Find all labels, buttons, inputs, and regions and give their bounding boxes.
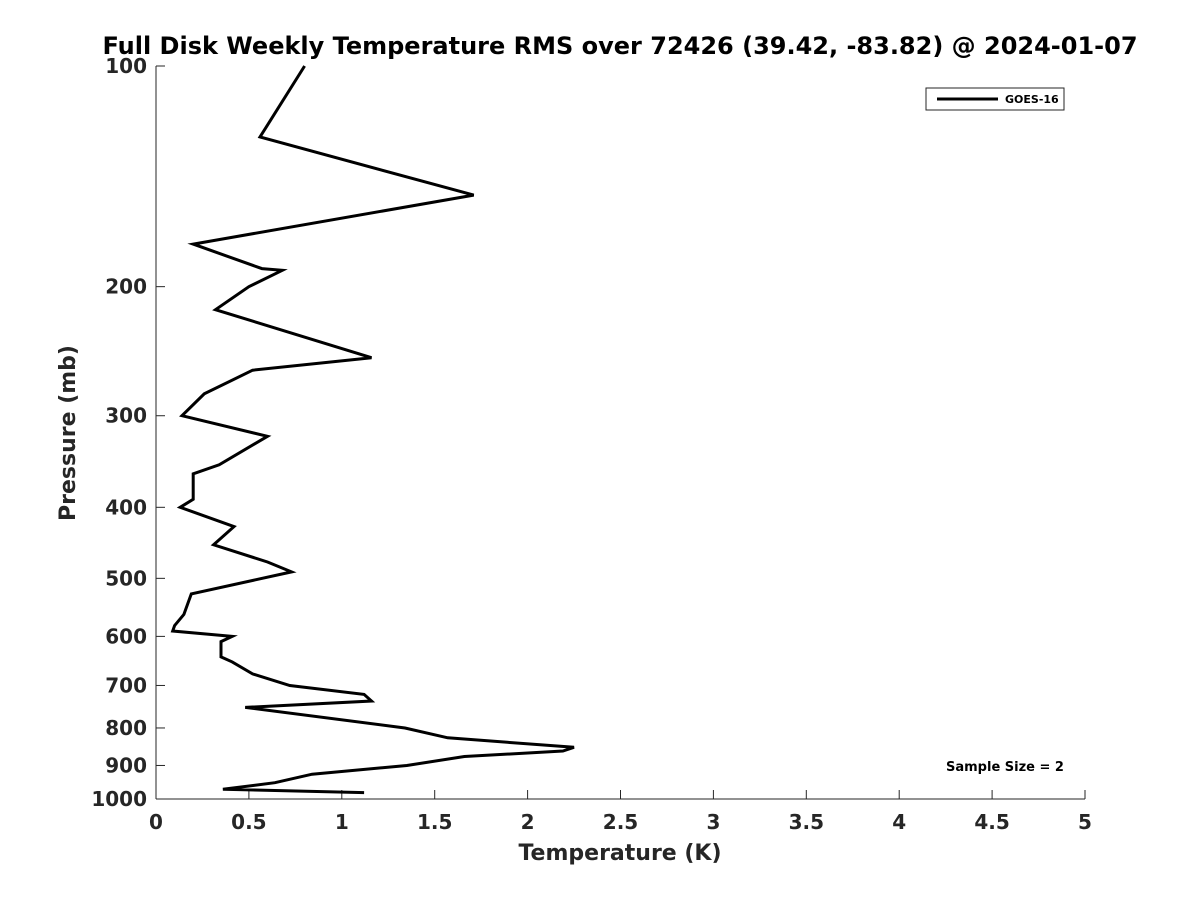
- y-tick-label: 400: [105, 495, 147, 519]
- x-tick-label: 3.5: [789, 810, 824, 834]
- y-tick-label: 800: [105, 716, 147, 740]
- x-tick-label: 4: [892, 810, 906, 834]
- x-tick-label: 2: [521, 810, 535, 834]
- series-layer: [170, 65, 575, 795]
- y-tick-label: 100: [105, 54, 147, 78]
- y-tick-label: 600: [105, 624, 147, 648]
- chart-title: Full Disk Weekly Temperature RMS over 72…: [102, 32, 1137, 60]
- x-tick-label: 0.5: [231, 810, 266, 834]
- x-tick-label: 5: [1078, 810, 1092, 834]
- x-tick-label: 0: [149, 810, 163, 834]
- y-tick-label: 900: [105, 753, 147, 777]
- x-tick-label: 2.5: [603, 810, 638, 834]
- y-tick-label: 500: [105, 566, 147, 590]
- x-tick-label: 1: [335, 810, 349, 834]
- y-ticks: 100 200 300 400 500 600 700 800 900 1000: [91, 54, 165, 811]
- y-axis-label: Pressure (mb): [56, 345, 81, 521]
- y-tick-label: 1000: [91, 787, 147, 811]
- legend-entry-goes-16: GOES-16: [1005, 93, 1059, 106]
- y-tick-label: 200: [105, 275, 147, 299]
- series-line-goes-16: [170, 65, 575, 795]
- x-tick-label: 3: [706, 810, 720, 834]
- x-tick-label: 4.5: [974, 810, 1009, 834]
- sample-size-annotation: Sample Size = 2: [946, 760, 1064, 775]
- x-tick-label: 1.5: [417, 810, 452, 834]
- legend: GOES-16: [925, 87, 1065, 111]
- x-ticks: 0 0.5 1 1.5 2 2.5 3 3.5 4 4.5 5: [149, 790, 1092, 834]
- y-tick-label: 700: [105, 673, 147, 697]
- x-axis-label: Temperature (K): [518, 841, 721, 866]
- y-tick-label: 300: [105, 404, 147, 428]
